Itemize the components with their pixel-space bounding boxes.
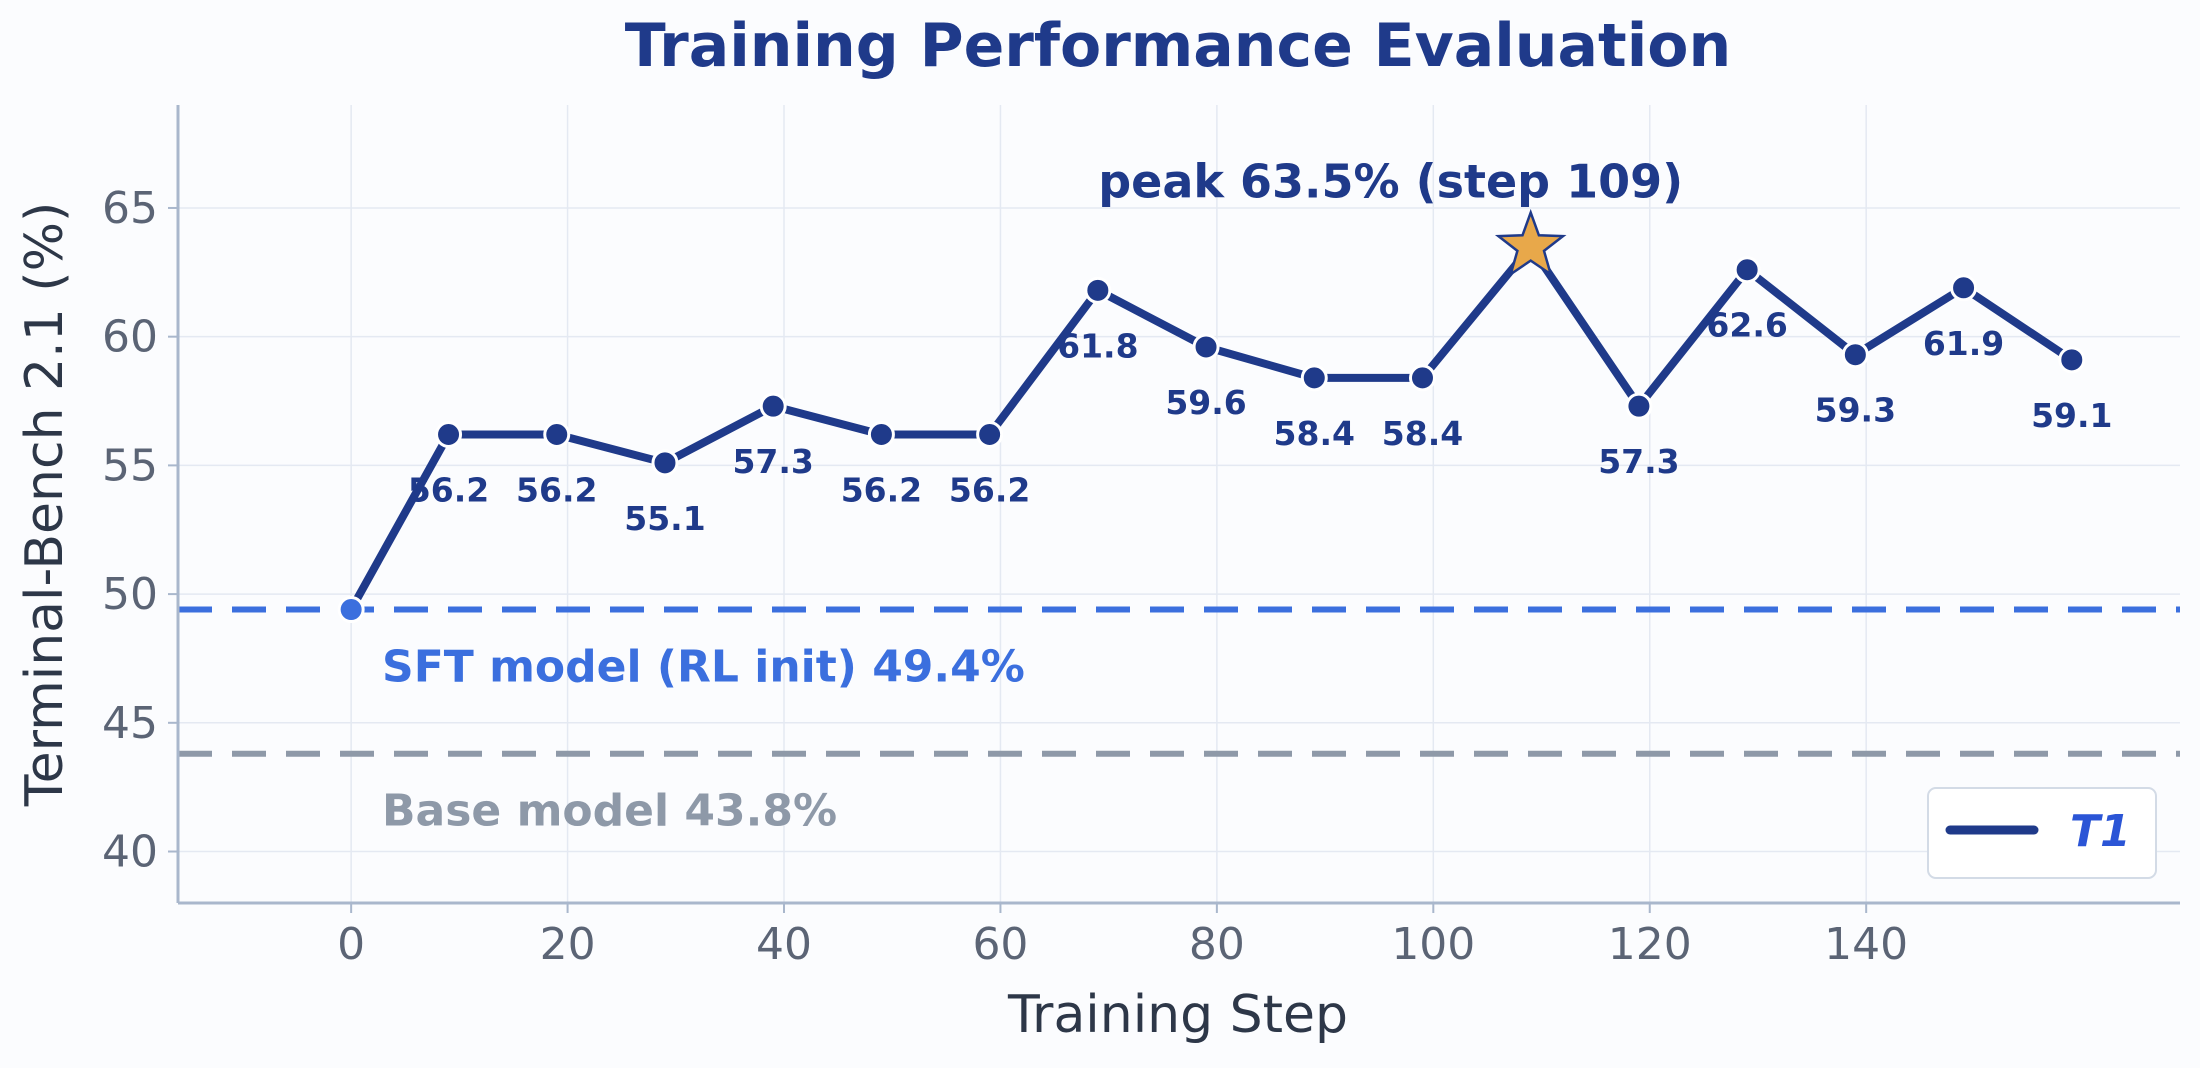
x-tick-label: 140 xyxy=(1824,919,1908,970)
grid xyxy=(178,105,2180,903)
data-point xyxy=(337,596,365,624)
data-label: 59.1 xyxy=(2031,396,2112,435)
x-tick-label: 100 xyxy=(1391,919,1475,970)
legend: T1 xyxy=(1927,787,2157,879)
y-tick-label: 45 xyxy=(102,698,158,749)
series-group xyxy=(337,208,2086,624)
y-tick-label: 40 xyxy=(102,827,158,878)
data-label: 59.6 xyxy=(1165,383,1246,422)
data-label: 58.4 xyxy=(1382,414,1463,453)
legend-entry-t1: T1 xyxy=(2070,806,2131,857)
y-tick-label: 55 xyxy=(102,440,158,491)
data-label: 61.9 xyxy=(1923,324,2004,363)
data-label: 62.6 xyxy=(1706,306,1787,345)
data-point xyxy=(1300,364,1328,392)
data-label: 59.3 xyxy=(1815,391,1896,430)
data-label: 57.3 xyxy=(732,442,813,481)
data-labels: 56.2 56.2 55.1 57.3 56.2 56.2 61.8 59.6 58.4 58.4… xyxy=(408,306,2113,538)
data-label: 56.2 xyxy=(949,470,1030,509)
reference-lines: SFT model (RL init) 49.4% Base model 43.8… xyxy=(178,606,2180,837)
y-tick-label: 65 xyxy=(102,183,158,234)
y-tick-label: 50 xyxy=(102,569,158,620)
data-point xyxy=(435,420,463,448)
data-point xyxy=(1733,256,1761,284)
y-axis-label: Terminal-Bench 2.1 (%) xyxy=(15,202,75,808)
x-axis-label: Training Step xyxy=(1007,985,1348,1045)
data-label: 58.4 xyxy=(1274,414,1355,453)
data-point xyxy=(1950,274,1978,302)
y-tick-label: 60 xyxy=(102,312,158,363)
data-point xyxy=(1625,392,1653,420)
data-point xyxy=(759,392,787,420)
peak-star-marker xyxy=(1494,208,1567,278)
data-point xyxy=(1192,333,1220,361)
data-label: 56.2 xyxy=(841,470,922,509)
data-point xyxy=(1408,364,1436,392)
peak-annotation: peak 63.5% (step 109) xyxy=(1098,155,1683,209)
data-point xyxy=(1084,276,1112,304)
x-tick-label: 20 xyxy=(540,919,596,970)
data-point xyxy=(2058,346,2086,374)
x-tick-label: 0 xyxy=(337,919,365,970)
reference-label-1: Base model 43.8% xyxy=(382,786,837,837)
data-label: 56.2 xyxy=(516,470,597,509)
x-tick-label: 40 xyxy=(756,919,812,970)
chart-title: Training Performance Evaluation xyxy=(625,11,1731,81)
data-point xyxy=(976,420,1004,448)
reference-label-0: SFT model (RL init) 49.4% xyxy=(382,642,1025,693)
x-tick-label: 120 xyxy=(1608,919,1692,970)
x-tick-label: 80 xyxy=(1189,919,1245,970)
data-point xyxy=(543,420,571,448)
data-label: 56.2 xyxy=(408,470,489,509)
data-point xyxy=(1841,341,1869,369)
legend-box xyxy=(1927,787,2157,879)
data-point xyxy=(651,449,679,477)
data-point xyxy=(867,420,895,448)
data-label: 55.1 xyxy=(624,499,705,538)
data-label: 57.3 xyxy=(1598,442,1679,481)
axes xyxy=(176,105,2180,905)
tick-labels: 0 20 40 60 80 100 120 140 40 45 50 55 60 65 xyxy=(102,183,1908,970)
x-tick-label: 60 xyxy=(972,919,1028,970)
data-label: 61.8 xyxy=(1057,326,1138,365)
